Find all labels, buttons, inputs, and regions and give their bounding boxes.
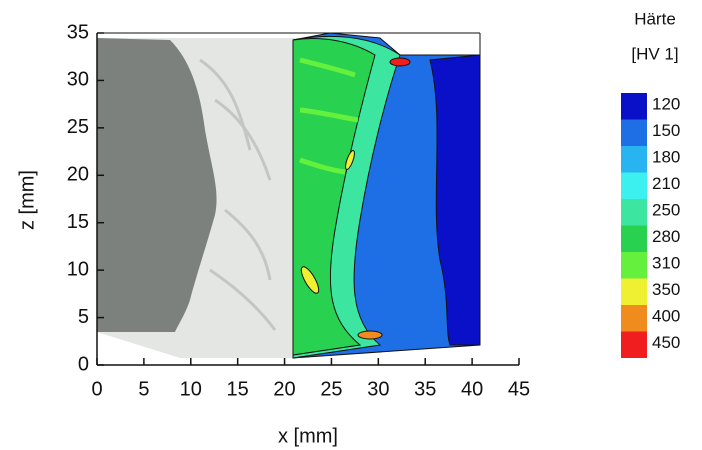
x-axis-label: x [mm] — [278, 425, 338, 447]
x-tick-label: 45 — [508, 378, 530, 400]
colorbar-label: 450 — [652, 333, 680, 352]
colorbar-label: 150 — [652, 121, 680, 140]
x-tick-label: 30 — [367, 378, 389, 400]
x-tick-label: 0 — [91, 378, 102, 400]
y-axis-label: z [mm] — [16, 170, 38, 230]
y-tick-label: 25 — [67, 116, 89, 138]
colorbar-swatch — [621, 278, 647, 305]
colorbar-swatch — [621, 146, 647, 173]
x-tick-label: 15 — [227, 378, 249, 400]
colorbar-label: 400 — [652, 306, 680, 325]
y-tick-label: 30 — [67, 69, 89, 91]
y-tick-label: 5 — [78, 306, 89, 328]
x-tick-label: 5 — [138, 378, 149, 400]
x-tick-label: 35 — [414, 378, 436, 400]
colorbar-label: 180 — [652, 147, 680, 166]
colorbar-label: 120 — [652, 94, 680, 113]
colorbar-swatch — [621, 225, 647, 252]
colorbar-label: 250 — [652, 200, 680, 219]
colorbar-swatch — [621, 119, 647, 146]
colorbar-swatch — [621, 331, 647, 358]
x-tick-label: 20 — [273, 378, 295, 400]
x-tick-label: 40 — [461, 378, 483, 400]
colorbar-label: 350 — [652, 280, 680, 299]
colorbar: Härte [HV 1] 120 150 180 210 250 280 310 350 400… — [621, 9, 680, 358]
colorbar-label: 310 — [652, 253, 680, 272]
y-tick-label: 20 — [67, 164, 89, 186]
axes — [96, 32, 520, 366]
colorbar-swatch — [621, 199, 647, 226]
colorbar-swatch — [621, 252, 647, 279]
colorbar-swatch — [621, 172, 647, 199]
y-tick-label: 10 — [67, 258, 89, 280]
colorbar-unit: [HV 1] — [631, 44, 678, 63]
colorbar-label: 280 — [652, 227, 680, 246]
macrograph — [97, 38, 300, 358]
x-tick-label: 25 — [320, 378, 342, 400]
colorbar-label: 210 — [652, 174, 680, 193]
colorbar-swatch — [621, 305, 647, 332]
contour-map — [97, 32, 481, 359]
y-tick-label: 35 — [67, 21, 89, 43]
x-tick-label: 10 — [180, 378, 202, 400]
y-tick-label: 15 — [67, 211, 89, 233]
y-tick-label: 0 — [78, 353, 89, 375]
colorbar-title: Härte — [634, 9, 676, 28]
colorbar-swatch — [621, 93, 647, 120]
